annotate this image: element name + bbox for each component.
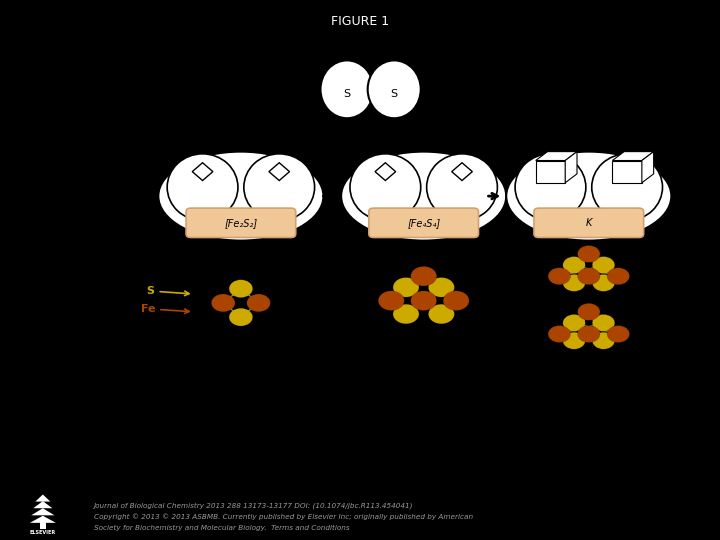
Ellipse shape [320, 60, 374, 118]
Ellipse shape [167, 154, 238, 220]
Text: Fe: Fe [140, 304, 189, 314]
Circle shape [393, 278, 419, 297]
Text: U: U [361, 245, 369, 255]
Text: (NifU): (NifU) [409, 352, 438, 362]
Circle shape [428, 304, 454, 324]
FancyBboxPatch shape [369, 208, 479, 238]
Ellipse shape [515, 154, 586, 220]
Circle shape [607, 268, 629, 285]
Polygon shape [536, 152, 577, 160]
Bar [40, 522, 45, 529]
Text: [Fe₄S₄]: [Fe₄S₄] [407, 218, 440, 228]
Text: (NifU): (NifU) [226, 352, 256, 362]
Text: B: B [644, 245, 652, 255]
Ellipse shape [244, 154, 315, 220]
Ellipse shape [592, 154, 662, 220]
Polygon shape [565, 152, 577, 183]
Circle shape [410, 266, 436, 286]
Polygon shape [451, 163, 472, 180]
Circle shape [229, 308, 253, 326]
Text: K-cluster: K-cluster [564, 374, 613, 384]
Text: U: U [178, 245, 186, 255]
Ellipse shape [158, 152, 323, 241]
Circle shape [563, 274, 585, 291]
Text: [Fe₂S₂]: [Fe₂S₂] [225, 218, 258, 228]
Ellipse shape [368, 60, 420, 118]
Text: S: S [147, 286, 189, 296]
Text: Society for Biochemistry and Molecular Biology.  Terms and Conditions: Society for Biochemistry and Molecular B… [94, 525, 349, 531]
Text: B: B [111, 254, 126, 273]
Text: S: S [391, 89, 397, 99]
Text: [Fe₂S₂]: [Fe₂S₂] [222, 339, 260, 348]
Circle shape [229, 280, 253, 298]
Text: S: S [343, 89, 351, 99]
Text: ELSEVIER: ELSEVIER [30, 530, 56, 535]
Circle shape [443, 291, 469, 310]
Polygon shape [613, 152, 654, 160]
Polygon shape [269, 163, 289, 180]
Circle shape [593, 274, 615, 291]
Text: Cys & Fe²⁺: Cys & Fe²⁺ [411, 125, 459, 134]
Text: U: U [479, 245, 487, 255]
Circle shape [410, 291, 436, 310]
Text: FIGURE 1: FIGURE 1 [331, 15, 389, 28]
Circle shape [577, 303, 600, 320]
Circle shape [563, 314, 585, 332]
Ellipse shape [341, 152, 506, 241]
Circle shape [607, 326, 629, 342]
Text: Journal of Biological Chemistry 2013 288 13173-13177 DOI: (10.1074/jbc.R113.4540: Journal of Biological Chemistry 2013 288… [94, 502, 413, 509]
Circle shape [378, 291, 404, 310]
Circle shape [247, 294, 271, 312]
Polygon shape [30, 516, 56, 523]
Polygon shape [33, 501, 53, 508]
Circle shape [393, 304, 419, 324]
Circle shape [577, 246, 600, 262]
Polygon shape [613, 160, 642, 183]
Polygon shape [35, 495, 50, 502]
Circle shape [577, 268, 600, 285]
Circle shape [563, 256, 585, 274]
FancyBboxPatch shape [186, 208, 296, 238]
Polygon shape [536, 160, 565, 183]
FancyBboxPatch shape [534, 208, 644, 238]
Text: B: B [526, 245, 534, 255]
Text: (NifB): (NifB) [574, 387, 603, 397]
Circle shape [593, 256, 615, 274]
Ellipse shape [506, 152, 671, 241]
Text: K: K [585, 218, 592, 228]
Polygon shape [192, 163, 213, 180]
Polygon shape [31, 508, 55, 515]
Text: Cys & Fe²⁺: Cys & Fe²⁺ [252, 125, 300, 134]
Circle shape [548, 268, 570, 285]
Polygon shape [642, 152, 654, 183]
Circle shape [593, 314, 615, 332]
Text: [Fe₄S₄]: [Fe₄S₄] [405, 339, 443, 348]
Ellipse shape [350, 154, 420, 220]
Text: U: U [296, 245, 304, 255]
Circle shape [563, 332, 585, 349]
Circle shape [577, 326, 600, 342]
Circle shape [548, 326, 570, 342]
Circle shape [428, 278, 454, 297]
Text: Copyright © 2013 © 2013 ASBMB. Currently published by Elsevier Inc; originally p: Copyright © 2013 © 2013 ASBMB. Currently… [94, 514, 473, 520]
Text: A: A [111, 56, 126, 75]
Ellipse shape [427, 154, 498, 220]
Circle shape [593, 332, 615, 349]
Polygon shape [375, 163, 396, 180]
Circle shape [212, 294, 235, 312]
